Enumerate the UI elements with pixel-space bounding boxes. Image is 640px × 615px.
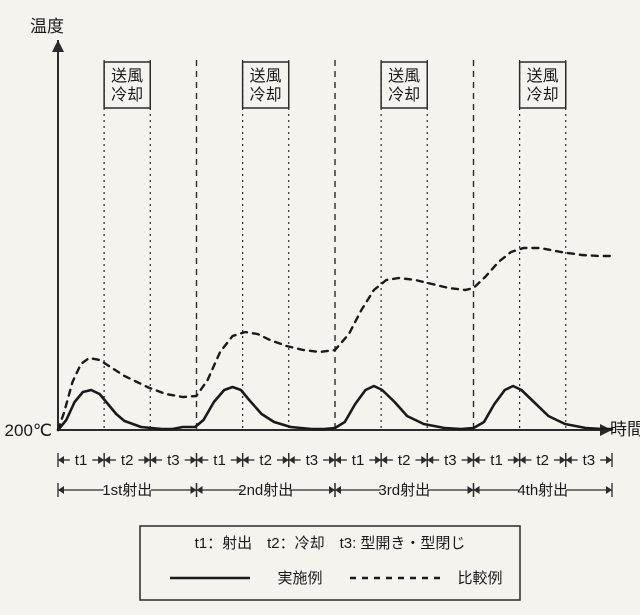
svg-text:t1: t1 — [490, 452, 503, 469]
svg-text:送風: 送風 — [388, 67, 420, 85]
svg-text:冷却: 冷却 — [250, 86, 282, 104]
svg-text:実施例: 実施例 — [277, 570, 322, 587]
svg-text:送風: 送風 — [250, 67, 282, 85]
svg-text:t1: t1 — [213, 452, 226, 469]
svg-text:1st射出: 1st射出 — [102, 482, 152, 499]
svg-text:t3: t3 — [444, 452, 457, 469]
svg-text:t1: t1 — [352, 452, 365, 469]
svg-text:t2: t2 — [259, 452, 272, 469]
svg-text:2nd射出: 2nd射出 — [238, 482, 293, 499]
svg-text:t2: t2 — [121, 452, 134, 469]
y-axis-label: 温度 — [30, 17, 64, 36]
svg-text:t3: t3 — [583, 452, 596, 469]
svg-text:t3: t3 — [306, 452, 319, 469]
y-baseline-label: 200℃ — [5, 421, 52, 440]
svg-text:送風: 送風 — [111, 67, 143, 85]
svg-text:冷却: 冷却 — [388, 86, 420, 104]
svg-text:t1: t1 — [75, 452, 88, 469]
svg-text:3rd射出: 3rd射出 — [378, 482, 430, 499]
svg-text:冷却: 冷却 — [527, 86, 559, 104]
svg-text:冷却: 冷却 — [111, 86, 143, 104]
legend-line1: t1：射出 t2：冷却 t3: 型開き・型閉じ — [195, 535, 466, 552]
legend: t1：射出 t2：冷却 t3: 型開き・型閉じ実施例 比較例 — [140, 526, 520, 600]
svg-text:t3: t3 — [167, 452, 180, 469]
x-axis-label: 時間 — [610, 420, 640, 439]
svg-text:4th射出: 4th射出 — [517, 482, 568, 499]
svg-text:比較例: 比較例 — [457, 569, 502, 587]
svg-text:t2: t2 — [398, 452, 411, 469]
svg-text:t2: t2 — [536, 452, 549, 469]
svg-text:送風: 送風 — [527, 67, 559, 85]
